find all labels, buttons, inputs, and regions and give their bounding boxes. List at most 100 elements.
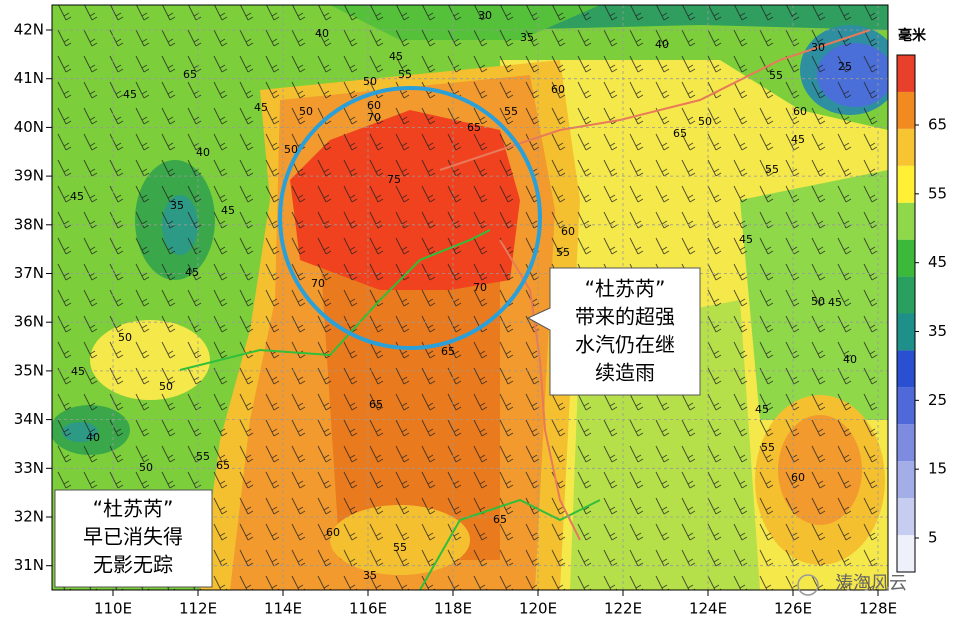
colorbar-band [897, 313, 915, 351]
colorbar-band [897, 424, 915, 462]
contour-label: 35 [520, 31, 534, 44]
contour-label: 50 [811, 295, 825, 308]
contour-label: 65 [467, 121, 481, 134]
x-tick-label: 114E [264, 600, 302, 618]
colorbar-frame [896, 54, 916, 573]
contour-label: 30 [811, 41, 825, 54]
y-tick-label: 38N [14, 215, 44, 233]
contour-label: 45 [755, 403, 769, 416]
contour-label: 60 [793, 105, 807, 118]
y-tick-label: 33N [14, 459, 44, 477]
colorbar-tick-label: 5 [928, 529, 938, 547]
contour-label: 40 [315, 27, 329, 40]
y-tick-label: 36N [14, 313, 44, 331]
contour-label: 55 [761, 441, 775, 454]
contour-label: 45 [70, 190, 84, 203]
contour-label: 65 [493, 513, 507, 526]
x-tick-label: 122E [604, 600, 642, 618]
contour-label: 55 [765, 163, 779, 176]
contour-label: 50 [159, 380, 173, 393]
x-tick-label: 120E [519, 600, 557, 618]
contour-label: 50 [363, 75, 377, 88]
x-tick-label: 110E [94, 600, 132, 618]
contour-label: 60 [561, 225, 575, 238]
contour-label: 45 [185, 266, 199, 279]
colorbar-band [897, 91, 915, 129]
contour-label: 35 [363, 569, 377, 582]
colorbar-band [897, 165, 915, 203]
colorbar-tick-label: 55 [928, 184, 947, 202]
colorbar-band [897, 239, 915, 277]
colorbar-band [897, 276, 915, 314]
x-tick-label: 126E [774, 600, 812, 618]
contour-label: 30 [478, 9, 492, 22]
colorbar-tick-label: 45 [928, 253, 947, 271]
contour-label: 60 [551, 83, 565, 96]
x-tick-label: 116E [349, 600, 387, 618]
colorbar-tick-label: 35 [928, 322, 947, 340]
annotation-box: “杜苏芮” 早已消失得 无影无踪 [54, 489, 213, 588]
contour-label: 55 [769, 69, 783, 82]
colorbar-band [897, 55, 915, 92]
y-tick-label: 39N [14, 167, 44, 185]
y-tick-label: 37N [14, 264, 44, 282]
y-tick-label: 31N [14, 556, 44, 574]
contour-label: 65 [369, 398, 383, 411]
contour-label: 40 [843, 353, 857, 366]
graticule [52, 5, 888, 590]
contour-label: 55 [393, 541, 407, 554]
contour-label: 60 [326, 526, 340, 539]
colorbar: 5 15 25 35 45 55 65 [896, 54, 947, 573]
contour-label: 75 [387, 173, 401, 186]
colorbar-unit: 毫米 [898, 27, 927, 44]
annotation-text: 早已消失得 [83, 525, 183, 549]
contour-label: 50 [299, 105, 313, 118]
contour-label: 65 [183, 68, 197, 81]
contour-label: 25 [838, 60, 852, 73]
colorbar-band [897, 461, 915, 499]
annotation-text: “杜苏芮” [93, 497, 174, 521]
x-tick-label: 118E [434, 600, 472, 618]
watermark: 涛淘风云 [797, 573, 907, 596]
contour-label: 55 [398, 68, 412, 81]
y-tick-label: 34N [14, 410, 44, 428]
contour-label: 45 [389, 50, 403, 63]
contour-label: 45 [71, 365, 85, 378]
contour-labels: 30 35 40 45 50 55 60 70 65 75 70 70 65 6… [70, 9, 857, 582]
contour-label: 55 [196, 450, 210, 463]
contour-label: 55 [556, 246, 570, 259]
y-tick-label: 40N [14, 118, 44, 136]
contour-label: 50 [698, 115, 712, 128]
colorbar-tick-label: 65 [928, 116, 947, 134]
x-tick-label: 124E [689, 600, 727, 618]
colorbar-band [897, 498, 915, 536]
y-tick-label: 42N [14, 21, 44, 39]
contour-label: 60 [367, 99, 381, 112]
x-tick-label: 112E [179, 600, 217, 618]
annotation-text: 续造雨 [595, 361, 655, 385]
contour-label: 50 [139, 461, 153, 474]
y-tick-label: 35N [14, 361, 44, 379]
contour-label: 50 [284, 143, 298, 156]
colorbar-band [897, 535, 915, 572]
colorbar-tick-label: 15 [928, 460, 947, 478]
contour-label: 65 [441, 345, 455, 358]
contour-label: 70 [367, 111, 381, 124]
annotation-text: “杜苏芮” [585, 277, 666, 301]
contour-label: 45 [791, 133, 805, 146]
annotation-text: 带来的超强 [575, 305, 675, 329]
x-tick-label: 128E [859, 600, 897, 618]
contour-label: 45 [828, 296, 842, 309]
contour-label: 40 [196, 146, 210, 159]
contour-label: 70 [473, 281, 487, 294]
contour-label: 45 [739, 233, 753, 246]
annotation-text: 水汽仍在继 [575, 333, 675, 357]
contour-label: 45 [123, 88, 137, 101]
contour-label: 55 [504, 105, 518, 118]
y-tick-label: 41N [14, 69, 44, 87]
contour-label: 70 [311, 277, 325, 290]
axis-labels: 110E 112E 114E 116E 118E 120E 122E 124E 126E 128E… [14, 21, 897, 618]
watermark-text: 涛淘风云 [835, 573, 907, 594]
contour-label: 40 [86, 431, 100, 444]
